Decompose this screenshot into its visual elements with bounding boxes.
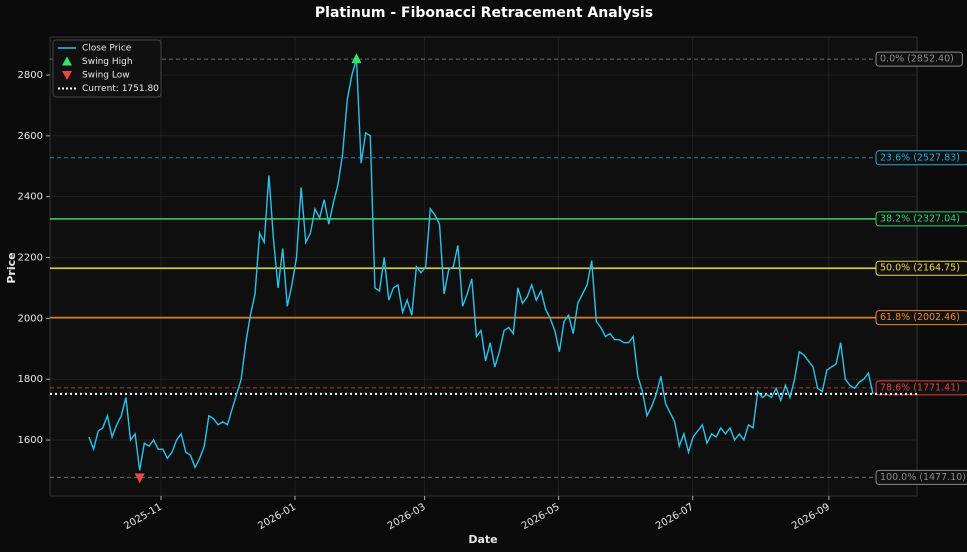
y-tick-label: 1800: [18, 374, 43, 385]
fib-label-box: [875, 51, 963, 67]
chart-title: Platinum - Fibonacci Retracement Analysi…: [315, 5, 653, 21]
fib-label: 78.6% (1771.41): [880, 382, 960, 393]
y-tick-label: 2600: [18, 131, 43, 142]
fib-label: 100.0% (1477.10): [880, 472, 966, 483]
fib-label: 38.2% (2327.04): [880, 213, 960, 224]
legend-box: [52, 39, 162, 98]
y-tick-label: 2800: [18, 70, 43, 81]
legend-symbol: [62, 56, 72, 66]
legend-label: Swing Low: [82, 71, 130, 81]
fib-label-box: [875, 310, 967, 326]
fib-label: 0.0% (2852.40): [880, 54, 954, 65]
legend-label: Swing High: [82, 57, 133, 67]
y-tick-label: 2400: [18, 192, 43, 203]
fib-label-box: [875, 260, 967, 276]
fib-label: 23.6% (2527.83): [880, 152, 960, 163]
fib-label: 50.0% (2164.75): [880, 263, 960, 274]
fib-label-box: [875, 150, 967, 166]
y-tick-label: 2200: [18, 253, 43, 264]
plot-area: [49, 36, 918, 497]
y-tick-label: 1600: [18, 435, 43, 446]
fib-label-box: [875, 211, 967, 227]
price-line: [88, 58, 874, 471]
legend-symbol: [62, 71, 72, 80]
fib-label: 61.8% (2002.46): [880, 312, 960, 323]
legend: Close Price Swing High Swing Low Current: 1…: [52, 39, 162, 98]
fib-label-box: [875, 469, 967, 485]
swing-low-marker: [134, 473, 145, 484]
legend-label: Current: 1751.80: [82, 84, 159, 94]
swing-high-marker: [351, 53, 362, 64]
y-axis-label: Price: [5, 252, 18, 283]
fib-label-box: [875, 380, 967, 396]
legend-label: Close Price: [82, 44, 132, 54]
y-tick-label: 2000: [18, 313, 43, 324]
x-axis-label: Date: [468, 533, 497, 546]
